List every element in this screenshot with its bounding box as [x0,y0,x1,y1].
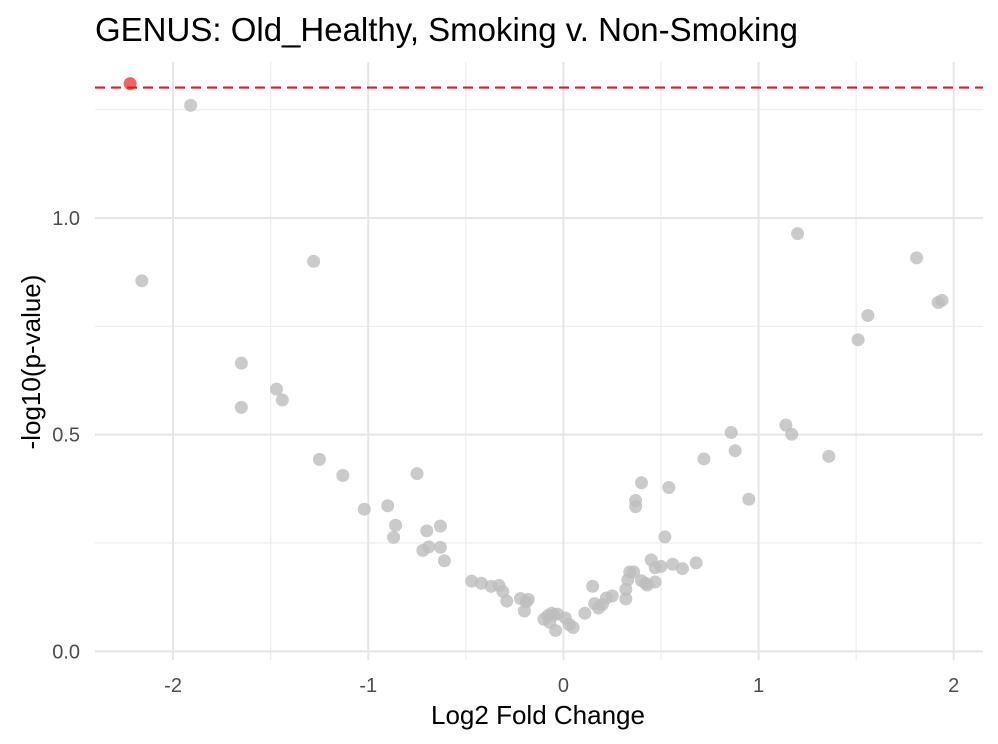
data-point [434,520,447,533]
x-tick-label: -2 [164,675,182,697]
data-point [606,589,619,602]
data-point [910,251,923,264]
x-axis-title: Log2 Fold Change [431,700,645,730]
y-tick-label: 0.5 [52,425,80,447]
data-point [676,562,689,575]
data-point [336,469,349,482]
data-point [235,357,248,370]
data-point [629,500,642,513]
data-point [654,560,667,573]
data-point [697,452,710,465]
data-point [387,531,400,544]
data-point [389,519,402,532]
data-point [658,530,671,543]
chart-title: GENUS: Old_Healthy, Smoking v. Non-Smoki… [95,11,798,48]
data-point [411,467,424,480]
data-point [276,394,289,407]
data-point [729,444,742,457]
data-point [578,607,591,620]
y-axis-title: -log10(p-value) [16,275,46,450]
data-point [422,540,435,553]
data-point [358,503,371,516]
y-tick-label: 0.0 [52,641,80,663]
data-point [549,624,562,637]
data-point [567,621,580,634]
data-point [852,333,865,346]
data-point [649,576,662,589]
data-point [184,99,197,112]
data-point [235,401,248,414]
data-point [438,554,451,567]
data-point [785,428,798,441]
x-tick-label: -1 [359,675,377,697]
data-point [313,453,326,466]
data-point [690,556,703,569]
data-point [635,476,648,489]
data-point [434,541,447,554]
data-point [307,255,320,268]
data-point [822,450,835,463]
data-point [420,524,433,537]
data-point [742,493,755,506]
data-point [936,294,949,307]
data-point [791,227,804,240]
x-tick-label: 1 [753,675,764,697]
data-point [522,593,535,606]
x-tick-label: 2 [948,675,959,697]
data-point [381,499,394,512]
y-tick-label: 1.0 [52,208,80,230]
data-point [135,274,148,287]
data-point [662,481,675,494]
data-point [725,426,738,439]
data-point [586,580,599,593]
data-point [500,595,513,608]
x-tick-label: 0 [558,675,569,697]
data-point [861,309,874,322]
